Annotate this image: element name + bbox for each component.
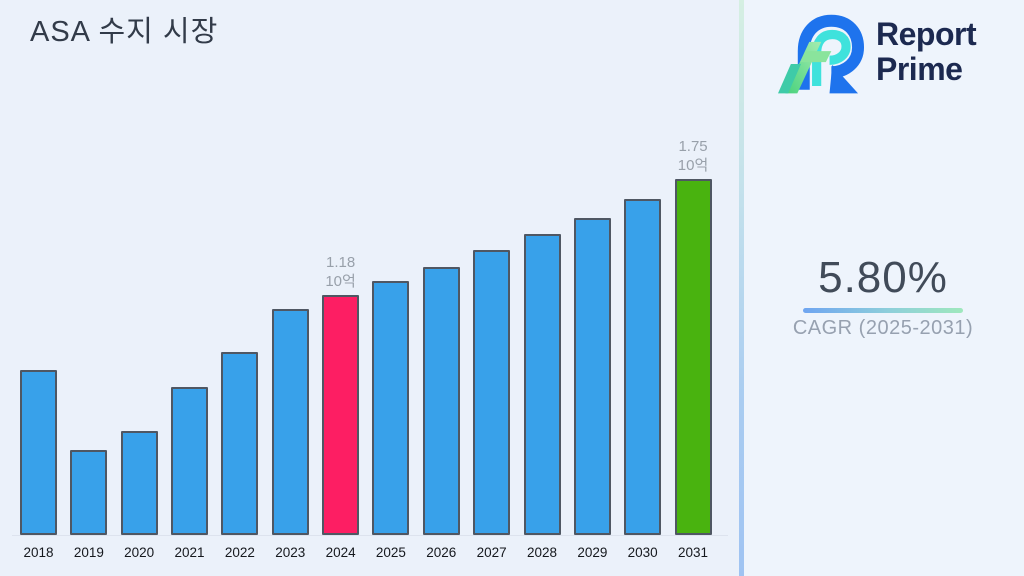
x-tick-2023: 2023: [275, 545, 306, 560]
x-tick-2019: 2019: [73, 545, 104, 560]
bar-2025: [372, 281, 410, 535]
x-tick-2021: 2021: [174, 545, 205, 560]
x-tick-2022: 2022: [224, 545, 255, 560]
cagr-underline: [803, 308, 963, 313]
bar-value-label-2031: 1.75 10억: [677, 138, 709, 174]
bar-2021: [171, 387, 209, 535]
bar-2018: [20, 370, 57, 535]
bar-2031: [674, 179, 712, 535]
cagr-block: 5.80% CAGR (2025-2031): [783, 254, 983, 340]
logo-text-line1: Report: [876, 16, 977, 52]
x-tick-2030: 2030: [627, 545, 658, 560]
right-panel: [744, 0, 1024, 576]
bar-value-label-2024: 1.18 10억: [325, 254, 356, 290]
x-tick-2026: 2026: [426, 545, 457, 560]
x-tick-2029: 2029: [577, 545, 608, 560]
bar-2023: [271, 309, 309, 535]
bar-2019: [70, 450, 108, 535]
logo-text-line2: Prime: [876, 51, 963, 87]
cagr-label: CAGR (2025-2031): [792, 317, 974, 339]
x-tick-2027: 2027: [476, 545, 507, 560]
logo-text: Report Prime: [876, 16, 977, 87]
bar-2020: [120, 431, 158, 535]
x-tick-2028: 2028: [526, 545, 558, 560]
bar-chart: 2018 2019 2020 2021 2022 2023 2024 2025 2026 2027…: [12, 138, 728, 560]
cagr-value: 5.80%: [818, 253, 948, 302]
bar-2026: [422, 267, 460, 535]
bar-2030: [624, 199, 662, 535]
bar-2022: [221, 352, 259, 535]
report-prime-logo: Report Prime: [778, 8, 977, 96]
x-tick-2018: 2018: [23, 545, 54, 560]
page-title: ASA 수지 시장: [30, 16, 219, 48]
bar-2028: [523, 234, 561, 535]
x-tick-2025: 2025: [375, 545, 406, 560]
bar-2024: [322, 295, 360, 535]
x-tick-2020: 2020: [124, 545, 155, 560]
bar-2027: [473, 250, 511, 535]
panel-divider: [739, 0, 744, 576]
bar-2029: [573, 218, 611, 535]
x-tick-2024: 2024: [325, 545, 356, 560]
x-axis-line: [12, 535, 728, 536]
report-prime-logo-mark: [778, 14, 865, 94]
x-tick-2031: 2031: [678, 545, 709, 560]
